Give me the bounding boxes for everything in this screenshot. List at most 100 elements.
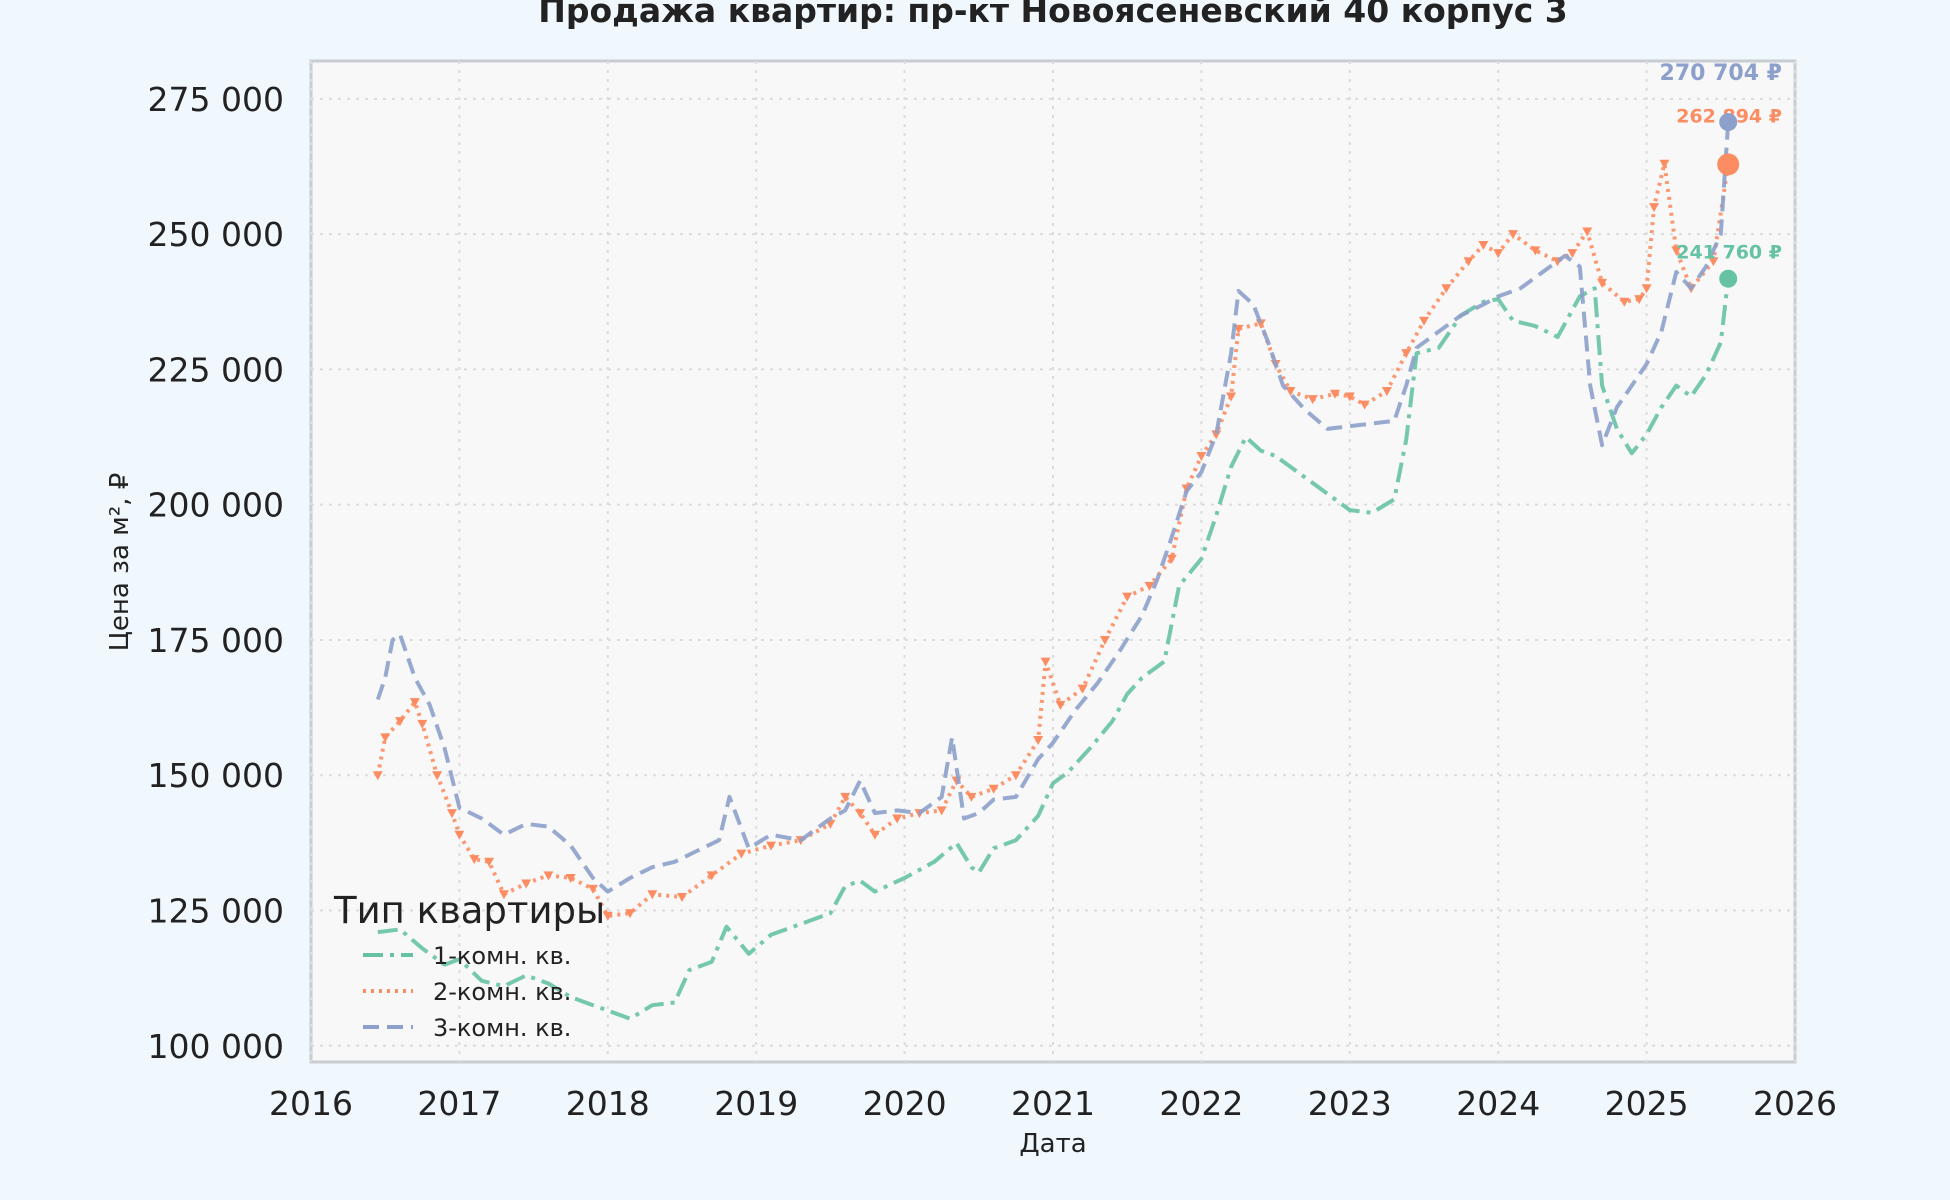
series-marker	[988, 784, 999, 794]
series-marker	[1040, 657, 1051, 667]
last-value-annotations: 241 760 ₽262 894 ₽270 704 ₽	[1660, 61, 1782, 288]
series-marker	[1478, 240, 1489, 250]
series-marker	[454, 830, 465, 840]
legend-title: Тип квартиры	[333, 889, 605, 932]
series-marker	[1649, 203, 1660, 213]
y-axis-ticks: 100 000 125 000 150 000 175 000 200 000 225 0…	[148, 80, 284, 1066]
series-marker	[736, 849, 747, 859]
series-marker	[1033, 736, 1044, 746]
last-value-label: 270 704 ₽	[1660, 61, 1782, 86]
legend-item-label: 2-комн. кв.	[433, 978, 571, 1006]
series-marker	[1196, 451, 1207, 461]
series-marker	[1344, 392, 1355, 402]
series-marker	[1708, 257, 1719, 267]
series-marker	[1359, 400, 1370, 410]
x-tick-label: 2026	[1753, 1084, 1837, 1123]
series-marker	[677, 892, 687, 902]
series-marker	[1226, 392, 1237, 402]
x-axis-label: Дата	[1019, 1129, 1086, 1159]
series-marker	[1122, 592, 1133, 602]
series-marker	[1099, 635, 1110, 645]
x-tick-label: 2022	[1159, 1084, 1243, 1123]
series-marker	[1077, 684, 1088, 694]
series-marker	[1441, 284, 1452, 294]
y-tick-label: 100 000	[148, 1027, 284, 1066]
series-marker	[1530, 246, 1541, 256]
series-marker	[1634, 295, 1645, 305]
x-tick-label: 2017	[417, 1084, 501, 1123]
series-marker	[1641, 284, 1652, 294]
series-marker	[1010, 771, 1021, 781]
y-tick-label: 125 000	[148, 891, 284, 930]
legend: Тип квартиры 1-комн. кв. 2-комн. кв. 3-ком…	[333, 889, 605, 1042]
series-marker	[1381, 387, 1392, 397]
last-value-point	[1719, 113, 1738, 132]
series-marker	[855, 809, 866, 819]
x-tick-label: 2025	[1605, 1084, 1689, 1123]
y-tick-label: 150 000	[148, 756, 284, 795]
last-value-label: 241 760 ₽	[1676, 242, 1782, 264]
series-marker	[1307, 395, 1318, 405]
series-marker	[1419, 316, 1429, 326]
series-marker	[469, 855, 480, 865]
series-marker	[1401, 349, 1412, 359]
series-marker	[498, 890, 509, 900]
series-marker	[543, 871, 554, 881]
series-3	[375, 121, 1731, 894]
series-marker	[647, 890, 658, 900]
series-marker	[446, 809, 457, 819]
x-tick-label: 2020	[863, 1084, 947, 1123]
series-marker	[1597, 278, 1608, 288]
series-marker	[1285, 387, 1296, 397]
y-tick-label: 250 000	[148, 215, 284, 254]
y-tick-label: 200 000	[148, 486, 284, 525]
series-marker	[766, 841, 777, 851]
series-marker	[1055, 700, 1066, 710]
last-value-point	[1719, 269, 1738, 288]
series-marker	[1463, 257, 1474, 267]
series-marker	[395, 717, 406, 727]
series-marker	[966, 792, 977, 802]
x-axis-ticks: 2016 2017 2018 2019 2020 2021 2022 2023 2024 2025…	[269, 1084, 1837, 1123]
y-tick-label: 175 000	[148, 621, 284, 660]
series-marker	[892, 814, 903, 824]
series-marker	[1508, 230, 1519, 240]
legend-items: 1-комн. кв. 2-комн. кв. 3-комн. кв.	[363, 942, 571, 1042]
legend-item-label: 3-комн. кв.	[433, 1014, 571, 1042]
x-tick-label: 2019	[714, 1084, 798, 1123]
series-marker	[1567, 249, 1578, 259]
series-marker	[372, 771, 383, 781]
series-marker	[587, 884, 598, 894]
series-marker	[565, 874, 576, 884]
series-marker	[484, 857, 495, 867]
series-marker	[409, 698, 420, 708]
x-tick-label: 2024	[1456, 1084, 1540, 1123]
y-tick-label: 225 000	[148, 350, 284, 389]
series-marker	[1671, 246, 1682, 256]
last-value-point	[1717, 153, 1740, 176]
series-marker	[1166, 554, 1177, 564]
series-marker	[936, 806, 947, 816]
series-marker	[1582, 227, 1593, 237]
series-marker	[432, 771, 443, 781]
x-tick-label: 2021	[1011, 1084, 1095, 1123]
x-tick-label: 2018	[566, 1084, 650, 1123]
x-tick-label: 2016	[269, 1084, 353, 1123]
series-marker	[380, 733, 391, 743]
x-tick-label: 2023	[1308, 1084, 1392, 1123]
series-marker	[706, 871, 717, 881]
series-marker	[602, 911, 613, 921]
series-line	[375, 161, 1731, 918]
y-axis-label: Цена за м², ₽	[105, 473, 135, 652]
series-marker	[1211, 430, 1222, 440]
plot-area	[309, 59, 1797, 1064]
series-marker	[625, 909, 636, 919]
series-marker	[1619, 297, 1630, 307]
legend-item-label: 1-комн. кв.	[433, 942, 571, 970]
chart-title: Продажа квартир: пр-кт Новоясеневский 40…	[538, 0, 1567, 30]
series-marker	[1329, 389, 1340, 399]
series-marker	[417, 719, 428, 729]
series-line	[375, 121, 1731, 894]
series-marker	[1144, 581, 1155, 591]
